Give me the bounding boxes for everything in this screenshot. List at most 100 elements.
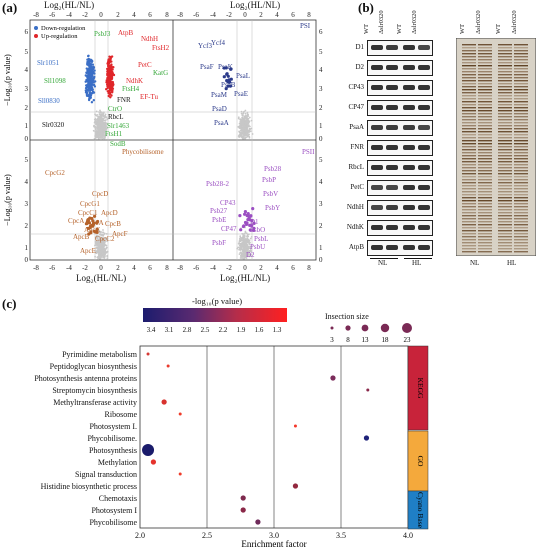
y-tick: 3 xyxy=(25,85,29,93)
gel-band xyxy=(478,224,492,226)
gel-band xyxy=(498,170,512,172)
y-tick: 2 xyxy=(25,104,29,112)
gel-band xyxy=(498,161,512,163)
gel-band xyxy=(478,218,492,220)
scatter-point xyxy=(249,255,252,258)
gel-band xyxy=(498,224,512,226)
scatter-point xyxy=(95,110,98,113)
psi-points xyxy=(222,66,233,91)
gel-band xyxy=(514,68,528,70)
gel-band xyxy=(514,206,528,208)
scatter-point xyxy=(245,252,247,254)
scatter-point xyxy=(110,55,114,58)
scatter-point xyxy=(105,122,107,125)
scatter-point xyxy=(106,90,110,93)
gel-band xyxy=(514,80,528,82)
blot-row: RbcL xyxy=(334,160,444,176)
scatter-point xyxy=(94,240,97,243)
scatter-point xyxy=(89,84,93,87)
gel-band xyxy=(514,149,528,151)
blot-band xyxy=(371,245,383,250)
q1-top-tick: 4 xyxy=(132,11,136,19)
gel-band xyxy=(478,128,492,130)
scatter-point xyxy=(228,84,232,88)
blot-band xyxy=(418,105,430,110)
label-psaf: PsaF xyxy=(200,63,214,71)
scatter-point xyxy=(104,124,107,126)
scatter-point xyxy=(110,81,113,85)
scatter-point xyxy=(239,257,242,259)
gel-band xyxy=(462,77,476,79)
gel-band xyxy=(478,164,492,166)
scatter-point xyxy=(249,125,251,128)
blot-band xyxy=(403,165,415,170)
q1-top-tick: 2 xyxy=(116,11,120,19)
scatter-point xyxy=(249,214,253,218)
scatter-point xyxy=(85,74,88,78)
gel-band xyxy=(514,245,528,247)
category-label: GO xyxy=(416,456,425,467)
term-label: Photosystem I. xyxy=(89,422,137,431)
scatter-point xyxy=(100,246,102,249)
scatter-point xyxy=(227,78,231,82)
gel-band xyxy=(478,71,492,73)
blot-protein-label: CP43 xyxy=(348,83,364,91)
scatter-point xyxy=(104,237,107,239)
gel-band xyxy=(462,83,476,85)
gel-band xyxy=(478,158,492,160)
gel-band xyxy=(462,185,476,187)
gel-band xyxy=(478,161,492,163)
enrichment-bubble xyxy=(166,364,170,368)
scatter-point xyxy=(100,231,102,234)
gel-band xyxy=(462,44,476,46)
scatter-point xyxy=(100,236,103,239)
scatter-point xyxy=(238,130,241,133)
scatter-point xyxy=(97,245,100,247)
colorbar-gradient xyxy=(143,308,287,322)
gel-band xyxy=(478,74,492,76)
gel-band xyxy=(462,116,476,118)
scatter-point xyxy=(102,229,104,231)
scatter-point xyxy=(96,219,100,224)
scatter-point xyxy=(224,87,228,91)
gel-band xyxy=(462,59,476,61)
q3-title: Phycobilisome xyxy=(122,148,164,156)
scatter-point xyxy=(101,251,103,254)
label-psae: PsaE xyxy=(234,90,248,98)
scatter-point xyxy=(243,256,246,259)
scatter-point xyxy=(87,54,90,57)
scatter-point xyxy=(101,117,104,120)
gel-band xyxy=(514,221,528,223)
q1-top-tick: 8 xyxy=(165,11,169,19)
gel-band xyxy=(478,248,492,250)
gel-band xyxy=(462,50,476,52)
gel-band xyxy=(514,200,528,202)
category-label: Cyano Base xyxy=(416,492,425,529)
scatter-point xyxy=(91,219,95,223)
gel-band xyxy=(498,134,512,136)
size-legend-tick: 23 xyxy=(404,336,412,344)
scatter-point xyxy=(102,237,105,239)
gel-band xyxy=(462,155,476,157)
gel-band xyxy=(478,233,492,235)
blot-band xyxy=(386,125,398,130)
term-label: Peptidoglycan biosynthesis xyxy=(50,362,137,371)
scatter-point xyxy=(110,66,113,69)
gel-band xyxy=(514,83,528,85)
gel-band xyxy=(498,164,512,166)
blot-protein-label: AtpB xyxy=(348,243,364,251)
gel-band xyxy=(462,131,476,133)
x-axis-label: Enrichment factor xyxy=(241,539,306,549)
y-tick: 0 xyxy=(25,256,29,264)
gel-band xyxy=(498,71,512,73)
gel-band xyxy=(462,167,476,169)
blot-row: D1 xyxy=(334,40,444,56)
blot-strip xyxy=(367,60,433,76)
label-sll1098: Sll1098 xyxy=(44,77,66,85)
gel-band xyxy=(478,80,492,82)
blot-band xyxy=(403,145,415,150)
gel-band xyxy=(514,227,528,229)
gel-band xyxy=(514,233,528,235)
panel-c-label: (c) xyxy=(2,296,17,311)
scatter-point xyxy=(242,238,245,240)
